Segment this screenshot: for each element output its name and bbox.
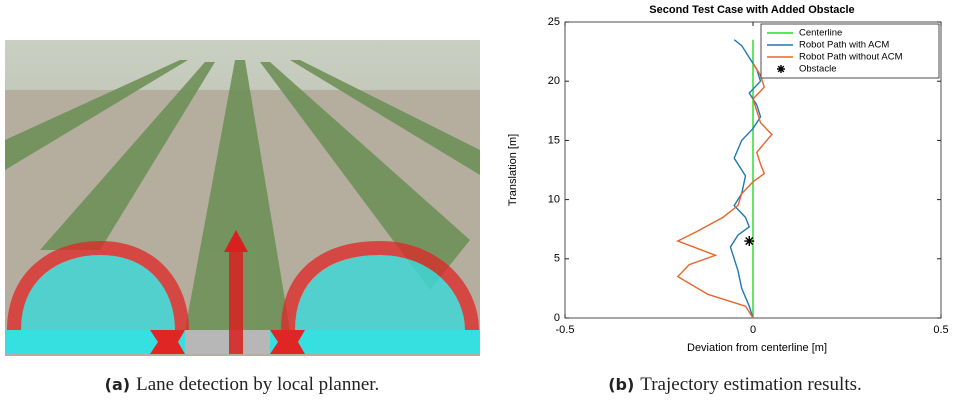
x-tick-label: -0.5: [556, 324, 575, 336]
caption-text: Lane detection by local planner.: [136, 374, 379, 395]
x-tick-label: 0.5: [933, 324, 948, 336]
x-tick-label: 0: [750, 324, 756, 336]
y-tick-label: 15: [548, 134, 560, 146]
figure: Second Test Case with Added Obstacle Dev…: [0, 0, 959, 412]
chart-title: Second Test Case with Added Obstacle: [649, 4, 854, 16]
legend-label: Centerline: [799, 28, 842, 39]
caption-text: Trajectory estimation results.: [640, 374, 861, 395]
y-tick-label: 5: [554, 253, 560, 265]
caption-label: (b): [608, 375, 634, 394]
y-tick-label: 20: [548, 75, 560, 87]
legend-label: Obstacle: [799, 64, 837, 75]
y-tick-label: 10: [548, 194, 560, 206]
legend-label: Robot Path with ACM: [799, 40, 889, 51]
chart: Second Test Case with Added Obstacle Dev…: [489, 0, 959, 370]
x-axis-label: Deviation from centerline [m]: [687, 342, 827, 354]
field-photo: [0, 0, 480, 360]
caption-b: (b) Trajectory estimation results.: [500, 374, 959, 396]
caption-label: (a): [105, 375, 130, 394]
legend-label: Robot Path without ACM: [799, 52, 903, 63]
y-tick-label: 0: [554, 312, 560, 324]
y-axis-label: Translation [m]: [507, 134, 519, 206]
obstacle-marker: [744, 236, 754, 246]
caption-a: (a) Lane detection by local planner.: [0, 374, 484, 396]
y-tick-label: 25: [548, 16, 560, 28]
legend-swatch: [777, 65, 785, 73]
